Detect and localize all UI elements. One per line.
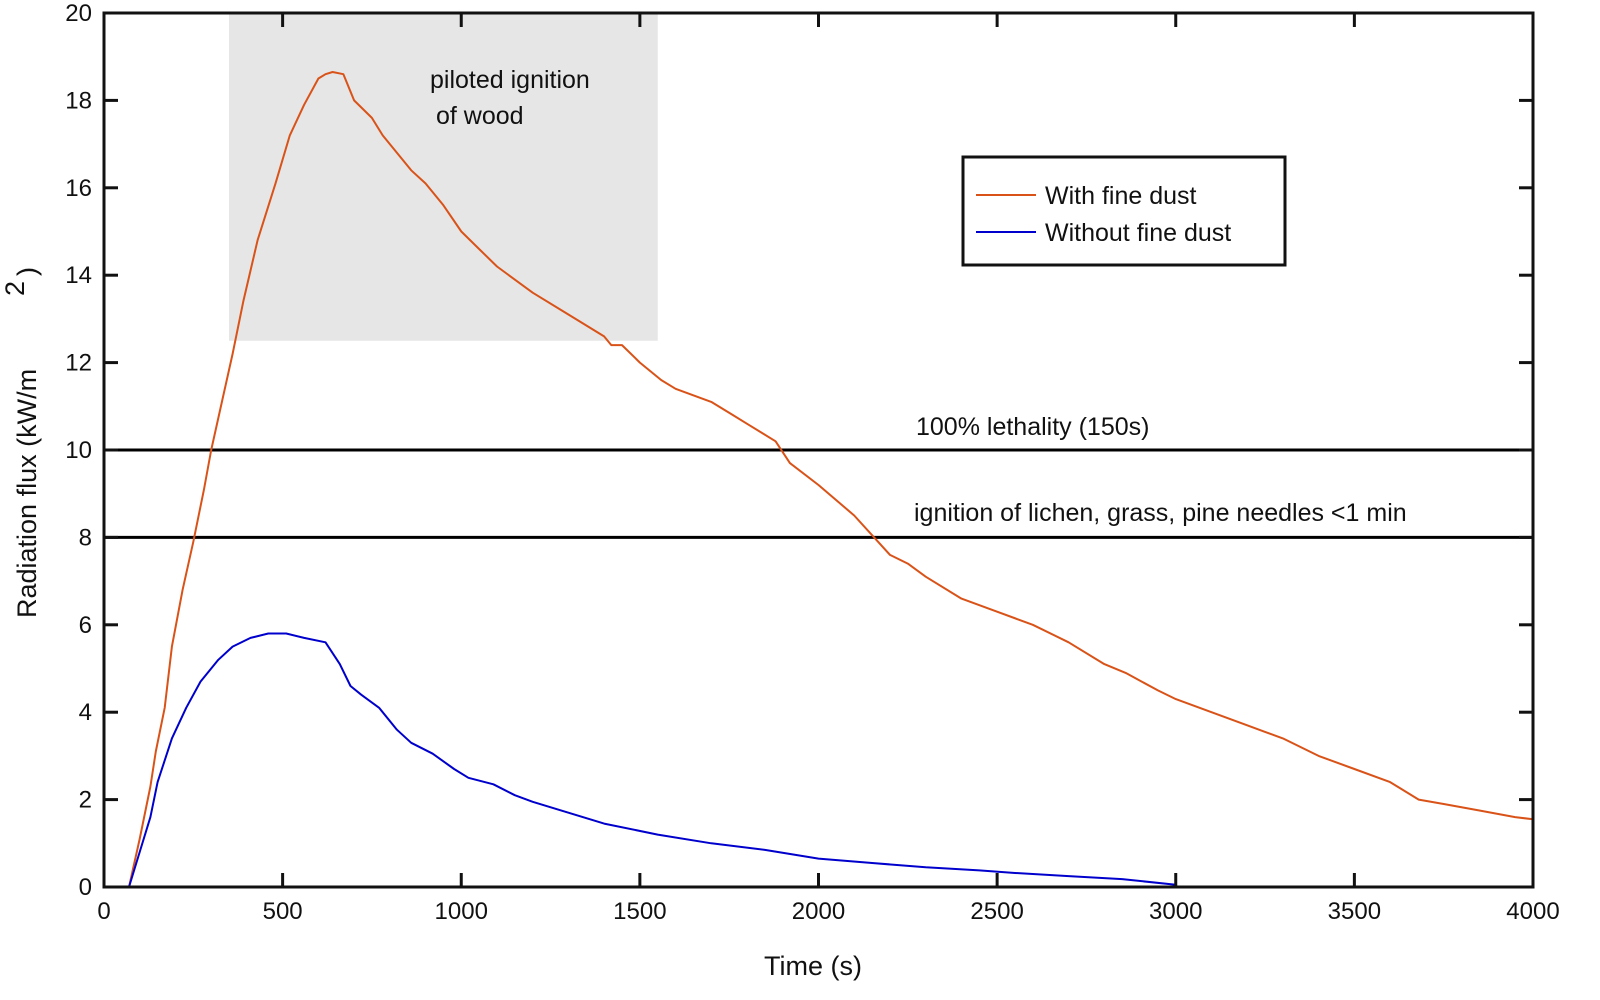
- x-tick-label: 2000: [792, 898, 845, 925]
- y-tick-label: 6: [79, 612, 92, 639]
- series-line-without-dust: [128, 632, 1176, 888]
- y-ticks: 0 2 4 6 8 10 12 14 16 18 20: [65, 0, 1533, 901]
- shaded-region-label-2: of wood: [436, 102, 524, 130]
- series-lines: [128, 71, 1534, 888]
- x-tick-label: 3000: [1149, 898, 1202, 925]
- y-axis-title-close: ): [12, 267, 42, 276]
- series-line-with-dust: [128, 71, 1534, 888]
- x-tick-label: 1000: [435, 898, 488, 925]
- x-tick-label: 4000: [1506, 898, 1559, 925]
- x-tick-label: 3500: [1328, 898, 1381, 925]
- y-axis-title-superscript: 2: [0, 281, 30, 296]
- y-tick-label: 10: [65, 437, 92, 464]
- x-tick-label: 1500: [613, 898, 666, 925]
- y-tick-label: 2: [79, 787, 92, 814]
- lethality-label: 100% lethality (150s): [916, 413, 1149, 441]
- y-axis-title-text: Radiation flux (kW/m: [12, 369, 42, 618]
- x-tick-label: 0: [97, 898, 110, 925]
- x-tick-label: 500: [263, 898, 303, 925]
- legend-box: [961, 155, 1287, 267]
- legend-label-without-dust: Without fine dust: [1045, 219, 1231, 247]
- shaded-region-label-1: piloted ignition: [430, 66, 590, 94]
- legend-label-with-dust: With fine dust: [1045, 182, 1197, 210]
- y-tick-label: 14: [65, 262, 92, 289]
- ignition-lichen-label: ignition of lichen, grass, pine needles …: [914, 499, 1407, 527]
- shaded-region: [229, 13, 658, 341]
- y-tick-label: 16: [65, 175, 92, 202]
- x-tick-label: 2500: [970, 898, 1023, 925]
- reference-lines: [104, 448, 1533, 539]
- y-tick-label: 0: [79, 874, 92, 901]
- y-axis-title: Radiation flux (kW/m 2 ): [0, 267, 42, 618]
- legend: With fine dust Without fine dust: [961, 155, 1287, 267]
- x-ticks: 0 500 1000 1500 2000 2500 3000 3500 4000: [97, 13, 1560, 925]
- y-tick-label: 20: [65, 0, 92, 27]
- y-tick-label: 18: [65, 87, 92, 114]
- y-tick-label: 8: [79, 524, 92, 551]
- y-tick-label: 4: [79, 699, 92, 726]
- y-tick-label: 12: [65, 350, 92, 377]
- x-axis-title: Time (s): [764, 951, 862, 981]
